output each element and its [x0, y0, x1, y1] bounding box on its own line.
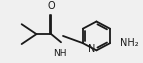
Text: N: N — [88, 44, 96, 54]
Text: O: O — [47, 1, 55, 11]
Text: NH₂: NH₂ — [120, 38, 139, 48]
Text: NH: NH — [53, 49, 67, 58]
